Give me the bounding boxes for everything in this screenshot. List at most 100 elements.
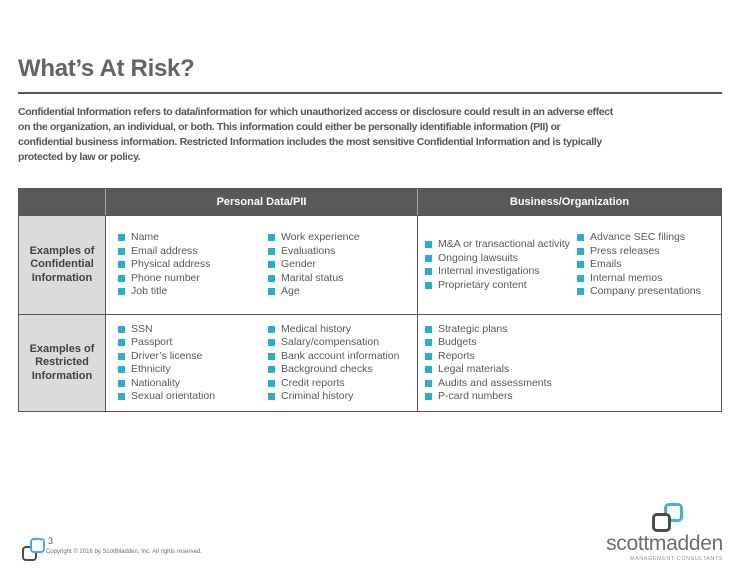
table-row-confidential: Examples of Confidential Information Nam… — [19, 215, 721, 314]
bullet-square-icon — [425, 281, 432, 289]
cell-confidential-personal: Name Email address Physical address Phone n… — [106, 216, 418, 314]
list-item-label: Criminal history — [281, 390, 354, 402]
bullet-square-icon — [118, 366, 125, 373]
bullet-square-icon — [268, 325, 275, 333]
list-item: Background checks — [268, 363, 413, 377]
list-item-label: P-card numbers — [438, 390, 513, 402]
list-item: Physical address — [118, 258, 268, 272]
bullet-square-icon — [425, 254, 432, 262]
list-item: Email address — [118, 245, 268, 259]
list-item-label: Budgets — [438, 336, 477, 348]
intro-line: on the organization, an individual, or b… — [18, 121, 561, 133]
list-item: Ongoing lawsuits — [425, 252, 577, 266]
list-item: Legal materials — [425, 363, 577, 377]
list-confidential-business-1: M&A or transactional activity Ongoing law… — [425, 238, 577, 292]
risk-table: Personal Data/PII Business/Organization … — [18, 188, 722, 412]
list-item-label: Ongoing lawsuits — [438, 251, 518, 264]
list-item: Strategic plans — [425, 323, 577, 337]
list-restricted-business-1: Strategic plans Budgets Reports Legal mater… — [425, 323, 577, 404]
list-item-label: M&A or transactional activity — [438, 238, 570, 250]
row-label-confidential: Examples of Confidential Information — [19, 216, 106, 314]
list-item: Age — [268, 285, 413, 299]
list-item: Nationality — [118, 377, 268, 391]
bullet-square-icon — [118, 247, 125, 255]
logo-wordmark: scottmadden — [606, 532, 723, 555]
scottmadden-mark-icon — [652, 503, 683, 532]
list-item: Credit reports — [268, 377, 413, 391]
list-item: Company presentations — [577, 285, 717, 299]
bullet-square-icon — [268, 379, 275, 387]
list-item: Phone number — [118, 272, 268, 286]
row-label-restricted: Examples of Restricted Information — [19, 315, 106, 411]
list-item: Job title — [118, 285, 268, 299]
bullet-square-icon — [268, 352, 275, 360]
list-item-label: Strategic plans — [438, 322, 508, 335]
list-restricted-personal-2: Medical history Salary/compensation Bank a… — [268, 323, 417, 404]
bullet-square-icon — [425, 325, 432, 333]
list-item: Marital status — [268, 272, 413, 286]
bullet-square-icon — [118, 288, 125, 296]
list-item-label: Credit reports — [281, 376, 345, 389]
list-item-label: Gender — [281, 258, 317, 271]
list-item: Bank account information — [268, 350, 413, 364]
bullet-square-icon — [118, 393, 125, 400]
bullet-square-icon — [268, 339, 275, 346]
list-item-label: Internal investigations — [438, 265, 540, 277]
list-item: Press releases — [577, 245, 717, 259]
list-item-label: Age — [281, 285, 300, 298]
list-item-label: Salary/compensation — [281, 336, 380, 348]
list-item-label: Internal memos — [590, 271, 663, 284]
list-item: Advance SEC filings — [577, 231, 717, 245]
bullet-square-icon — [425, 366, 432, 373]
table-header-row: Personal Data/PII Business/Organization — [19, 189, 721, 215]
list-item-label: Physical address — [131, 258, 211, 271]
list-item-label: Driver’s license — [131, 349, 203, 362]
list-item: Name — [118, 231, 268, 245]
list-item-label: Evaluations — [281, 244, 336, 257]
list-item-label: Phone number — [131, 271, 200, 284]
list-item: P-card numbers — [425, 390, 577, 404]
cell-restricted-business: Strategic plans Budgets Reports Legal mater… — [418, 315, 721, 411]
list-item: Driver’s license — [118, 350, 268, 364]
bullet-square-icon — [577, 247, 584, 255]
list-confidential-business-2: Advance SEC filings Press releases Emails I… — [577, 231, 721, 299]
scottmadden-logo: scottmadden MANAGEMENT CONSULTANTS — [606, 503, 723, 562]
list-item: Salary/compensation — [268, 336, 413, 350]
list-item: Criminal history — [268, 390, 413, 404]
list-item-label: Passport — [131, 336, 173, 348]
bullet-square-icon — [118, 379, 125, 387]
list-item-label: Press releases — [590, 244, 660, 257]
title-divider — [18, 92, 722, 94]
bullet-square-icon — [425, 352, 432, 360]
list-item: Internal investigations — [425, 265, 577, 279]
logo-square-cyan-icon — [30, 538, 45, 553]
bullet-square-icon — [425, 339, 432, 346]
list-item: Passport — [118, 336, 268, 350]
list-item: Ethnicity — [118, 363, 268, 377]
page-title: What’s At Risk? — [18, 55, 195, 82]
list-item: Audits and assessments — [425, 377, 577, 391]
list-item: Budgets — [425, 336, 577, 350]
intro-line: confidential business information. Restr… — [18, 136, 602, 148]
logo-square-dark-icon — [652, 513, 671, 532]
list-item: Medical history — [268, 323, 413, 337]
cell-confidential-business: M&A or transactional activity Ongoing law… — [418, 216, 721, 314]
bullet-square-icon — [425, 241, 432, 248]
list-item: Work experience — [268, 231, 413, 245]
list-item: Emails — [577, 258, 717, 272]
intro-line: Confidential Information refers to data/… — [18, 106, 613, 118]
bullet-square-icon — [268, 274, 275, 282]
bullet-square-icon — [118, 325, 125, 333]
bullet-square-icon — [268, 247, 275, 255]
list-item-label: Name — [131, 231, 160, 244]
bullet-square-icon — [425, 268, 432, 275]
bullet-square-icon — [118, 234, 125, 242]
list-item-label: Work experience — [281, 231, 360, 244]
list-item-label: Emails — [590, 258, 622, 271]
list-item: Proprietary content — [425, 279, 577, 293]
intro-paragraph: Confidential Information refers to data/… — [18, 105, 724, 165]
bullet-square-icon — [577, 234, 584, 242]
list-item: M&A or transactional activity — [425, 238, 577, 252]
list-item-label: Email address — [131, 244, 198, 257]
